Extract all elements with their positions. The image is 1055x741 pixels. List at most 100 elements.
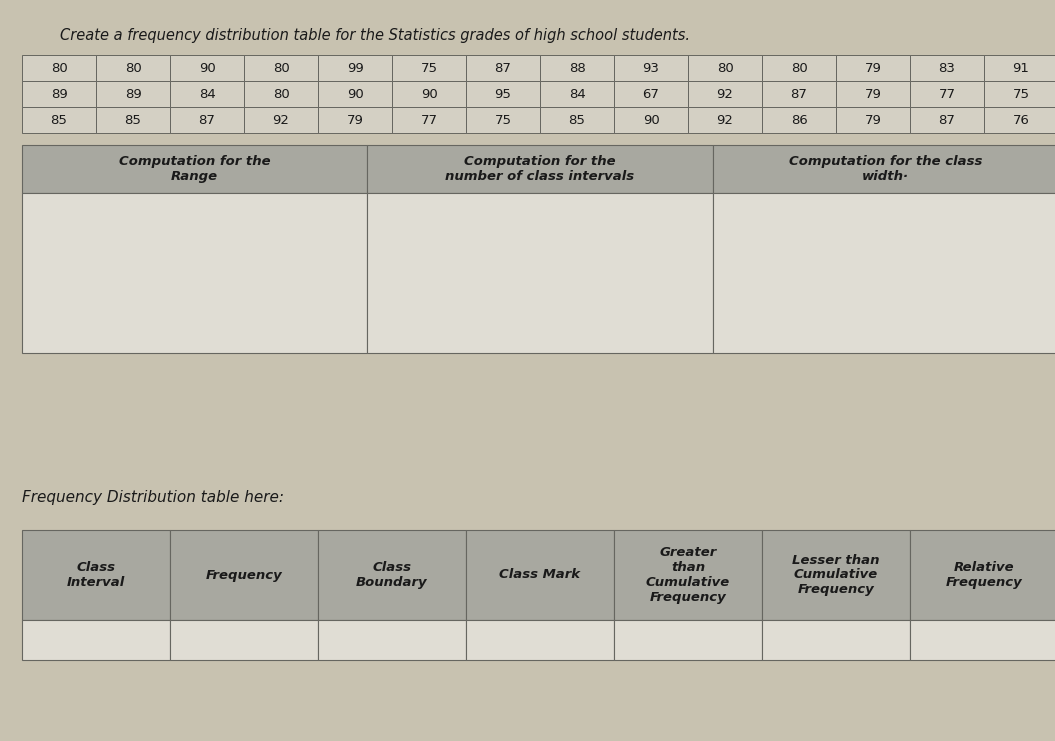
- Bar: [22, 55, 96, 81]
- Bar: [96, 107, 170, 133]
- Bar: [318, 107, 392, 133]
- Text: 87: 87: [790, 87, 807, 101]
- Bar: [984, 55, 1055, 81]
- Bar: [762, 55, 836, 81]
- Text: 84: 84: [569, 87, 586, 101]
- Text: 92: 92: [716, 87, 733, 101]
- Bar: [614, 620, 762, 660]
- Text: 85: 85: [51, 113, 68, 127]
- Bar: [244, 107, 318, 133]
- Bar: [22, 530, 170, 620]
- Bar: [466, 620, 614, 660]
- Bar: [540, 107, 614, 133]
- Bar: [392, 55, 466, 81]
- Text: 87: 87: [198, 113, 215, 127]
- Text: Class
Interval: Class Interval: [66, 561, 126, 589]
- Text: 92: 92: [272, 113, 289, 127]
- Bar: [318, 55, 392, 81]
- Bar: [614, 55, 688, 81]
- Text: Computation for the
Range: Computation for the Range: [119, 155, 270, 183]
- Bar: [762, 530, 910, 620]
- Text: 76: 76: [1013, 113, 1030, 127]
- Bar: [614, 107, 688, 133]
- Text: 87: 87: [495, 62, 512, 75]
- Text: 77: 77: [939, 87, 956, 101]
- Bar: [984, 81, 1055, 107]
- Text: 85: 85: [124, 113, 141, 127]
- Bar: [910, 81, 984, 107]
- Bar: [170, 81, 244, 107]
- Text: 75: 75: [1013, 87, 1030, 101]
- Bar: [762, 620, 910, 660]
- Bar: [22, 193, 367, 353]
- Text: Greater
than
Cumulative
Frequency: Greater than Cumulative Frequency: [646, 546, 730, 604]
- Bar: [392, 107, 466, 133]
- Text: Lesser than
Cumulative
Frequency: Lesser than Cumulative Frequency: [792, 554, 880, 597]
- Text: 75: 75: [495, 113, 512, 127]
- Text: Frequency: Frequency: [206, 568, 283, 582]
- Text: 67: 67: [642, 87, 659, 101]
- Text: 88: 88: [569, 62, 586, 75]
- Text: 90: 90: [421, 87, 438, 101]
- Bar: [614, 81, 688, 107]
- Text: 87: 87: [939, 113, 956, 127]
- Bar: [910, 620, 1055, 660]
- Bar: [910, 55, 984, 81]
- Text: 80: 80: [790, 62, 807, 75]
- Bar: [713, 193, 1055, 353]
- Text: 80: 80: [716, 62, 733, 75]
- Bar: [392, 81, 466, 107]
- Bar: [762, 107, 836, 133]
- Text: 79: 79: [346, 113, 363, 127]
- Bar: [466, 107, 540, 133]
- Bar: [244, 55, 318, 81]
- Bar: [836, 107, 910, 133]
- Text: 80: 80: [272, 87, 289, 101]
- Bar: [170, 620, 318, 660]
- Bar: [540, 81, 614, 107]
- Text: 90: 90: [198, 62, 215, 75]
- Text: 89: 89: [51, 87, 68, 101]
- Text: Computation for the class
width·: Computation for the class width·: [789, 155, 982, 183]
- Text: Frequency Distribution table here:: Frequency Distribution table here:: [22, 490, 284, 505]
- Bar: [984, 107, 1055, 133]
- Bar: [910, 530, 1055, 620]
- Bar: [762, 81, 836, 107]
- Text: Computation for the
number of class intervals: Computation for the number of class inte…: [445, 155, 634, 183]
- Bar: [688, 107, 762, 133]
- Bar: [688, 81, 762, 107]
- Bar: [836, 81, 910, 107]
- Text: 75: 75: [421, 62, 438, 75]
- Bar: [713, 145, 1055, 193]
- Bar: [367, 193, 713, 353]
- Text: Class Mark: Class Mark: [499, 568, 580, 582]
- Bar: [318, 530, 466, 620]
- Bar: [466, 81, 540, 107]
- Text: 90: 90: [642, 113, 659, 127]
- Bar: [96, 81, 170, 107]
- Text: 84: 84: [198, 87, 215, 101]
- Bar: [22, 107, 96, 133]
- Text: 79: 79: [864, 62, 881, 75]
- Text: 91: 91: [1013, 62, 1030, 75]
- Bar: [22, 81, 96, 107]
- Bar: [244, 81, 318, 107]
- Text: 79: 79: [864, 113, 881, 127]
- Text: 95: 95: [495, 87, 512, 101]
- Bar: [540, 55, 614, 81]
- Bar: [466, 530, 614, 620]
- Text: 92: 92: [716, 113, 733, 127]
- Bar: [96, 55, 170, 81]
- Bar: [910, 107, 984, 133]
- Text: 89: 89: [124, 87, 141, 101]
- Text: 80: 80: [272, 62, 289, 75]
- Text: 77: 77: [421, 113, 438, 127]
- Bar: [318, 81, 392, 107]
- Bar: [836, 55, 910, 81]
- Text: Class
Boundary: Class Boundary: [357, 561, 428, 589]
- Bar: [22, 145, 367, 193]
- Text: 93: 93: [642, 62, 659, 75]
- Text: 79: 79: [864, 87, 881, 101]
- Text: Create a frequency distribution table for the Statistics grades of high school s: Create a frequency distribution table fo…: [60, 28, 690, 43]
- Bar: [170, 107, 244, 133]
